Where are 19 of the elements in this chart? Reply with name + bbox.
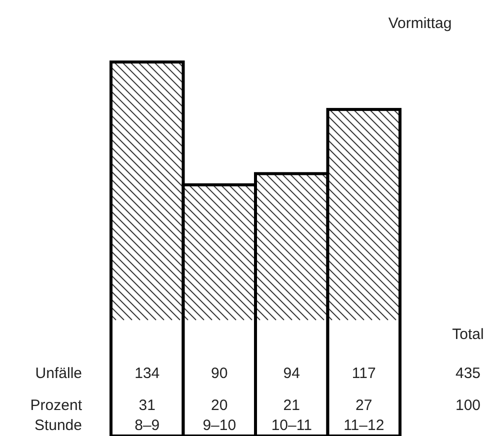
x-tick-label: 9–10 [202, 417, 236, 434]
text: Prozent [30, 397, 83, 414]
y-axis-title: Unfälle [35, 365, 82, 382]
annotation: 21 [283, 397, 300, 414]
text: Total [452, 326, 484, 343]
text: 100 [455, 397, 481, 414]
annotation: 27 [356, 397, 372, 414]
x-axis-title: Stunde [34, 417, 82, 434]
text: 435 [455, 365, 481, 382]
x-tick-label: 11–12 [344, 417, 384, 434]
annotation: 20 [211, 397, 228, 414]
data-label: 134 [134, 365, 160, 382]
chart-title: Vormittag [388, 15, 452, 32]
data-label: 117 [352, 365, 376, 382]
x-tick-label: 8–9 [134, 417, 160, 434]
data-label: 94 [283, 365, 300, 382]
x-tick-label: 10–11 [271, 417, 312, 434]
annotation: 31 [138, 397, 156, 414]
data-label: 90 [211, 365, 228, 382]
